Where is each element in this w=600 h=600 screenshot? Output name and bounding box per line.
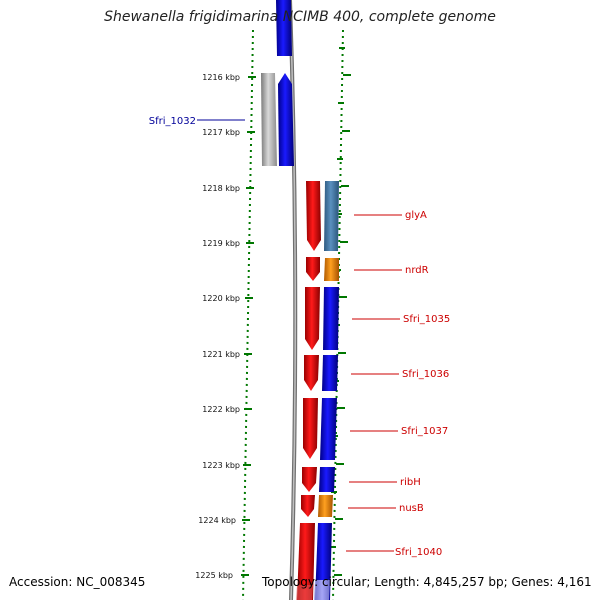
tick-label: 1221 kbp bbox=[202, 350, 240, 359]
gene-feature bbox=[306, 257, 320, 281]
features-right bbox=[296, 181, 339, 600]
gene-feature bbox=[305, 287, 320, 350]
gene-label-sfri-1040[interactable]: Sfri_1040 bbox=[395, 547, 442, 558]
orange-feature bbox=[324, 258, 339, 281]
cds-feature bbox=[276, 0, 292, 56]
trna-feature bbox=[324, 181, 339, 251]
gene-feature bbox=[301, 495, 315, 517]
gene-label-nusb[interactable]: nusB bbox=[399, 503, 424, 514]
tick-label: 1218 kbp bbox=[202, 184, 240, 193]
ruler-dots bbox=[242, 29, 344, 600]
tick-label: 1224 kbp bbox=[198, 516, 236, 525]
cds-feature bbox=[323, 287, 339, 350]
tick-label: 1216 kbp bbox=[202, 73, 240, 82]
cds-lavender-feature bbox=[314, 580, 330, 600]
tick-label: 1217 kbp bbox=[202, 128, 240, 137]
gene-label-glya[interactable]: glyA bbox=[405, 210, 427, 221]
gene-feature bbox=[304, 355, 319, 391]
tick-label: 1219 kbp bbox=[202, 239, 240, 248]
gene-feature bbox=[306, 181, 321, 251]
gene-feature bbox=[303, 398, 318, 459]
topology-text: Topology: circular; Length: 4,845,257 bp… bbox=[262, 575, 592, 589]
gene-feature bbox=[302, 467, 317, 492]
pseudo-gene-feature bbox=[261, 73, 277, 166]
ruler-tick-labels: 1216 kbp 1217 kbp 1218 kbp 1219 kbp 1220… bbox=[195, 73, 240, 580]
gene-label-ribh[interactable]: ribH bbox=[400, 477, 421, 488]
cds-feature bbox=[322, 355, 338, 391]
leader-lines bbox=[197, 119, 402, 552]
gene-label-sfri-1032[interactable]: Sfri_1032 bbox=[149, 116, 196, 127]
gene-labels: Sfri_1032 glyA nrdR Sfri_1035 Sfri_1036 … bbox=[149, 116, 450, 558]
tick-label: 1222 kbp bbox=[202, 405, 240, 414]
tick-label: 1223 kbp bbox=[202, 461, 240, 470]
gene-feature bbox=[297, 523, 315, 600]
cds-feature bbox=[278, 73, 294, 166]
orange-feature bbox=[318, 495, 333, 517]
features-left bbox=[261, 0, 294, 166]
tick-label: 1220 kbp bbox=[202, 294, 240, 303]
ruler-ticks-left bbox=[241, 76, 256, 576]
cds-feature bbox=[320, 398, 337, 460]
genome-title: Shewanella frigidimarina NCIMB 400, comp… bbox=[104, 9, 496, 25]
cds-feature bbox=[319, 467, 335, 492]
gene-label-sfri-1037[interactable]: Sfri_1037 bbox=[401, 426, 448, 437]
gene-label-sfri-1036[interactable]: Sfri_1036 bbox=[402, 369, 449, 380]
gene-label-sfri-1035[interactable]: Sfri_1035 bbox=[403, 314, 450, 325]
gene-label-nrdr[interactable]: nrdR bbox=[405, 265, 429, 276]
accession-text: Accession: NC_008345 bbox=[9, 575, 146, 589]
tick-label: 1225 kbp bbox=[195, 571, 233, 580]
